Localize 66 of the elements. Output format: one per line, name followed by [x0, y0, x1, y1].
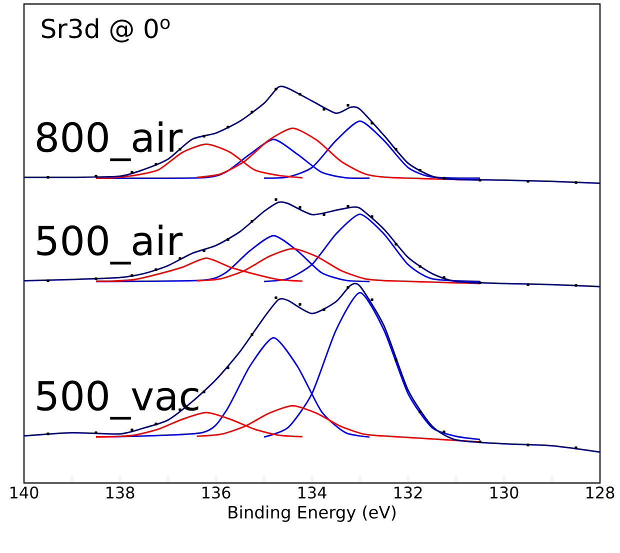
point [478, 178, 482, 182]
point [370, 122, 374, 124]
point [202, 249, 206, 252]
point [322, 108, 326, 111]
point [94, 277, 98, 280]
point [46, 432, 50, 436]
point [370, 215, 374, 218]
point [574, 284, 578, 287]
point [394, 242, 398, 246]
x-tick-label: 134 [298, 486, 326, 499]
point [574, 181, 578, 184]
point [298, 206, 302, 209]
point [94, 431, 98, 434]
point [394, 358, 398, 362]
point [226, 366, 230, 370]
point [94, 174, 98, 178]
x-tick-label: 128 [586, 486, 614, 499]
point [250, 333, 254, 336]
point [154, 422, 158, 426]
point [298, 92, 302, 96]
point [298, 303, 302, 306]
point [442, 276, 446, 279]
point [154, 268, 158, 271]
point [478, 281, 482, 284]
point [394, 148, 398, 151]
point [130, 170, 134, 174]
point [226, 126, 230, 128]
point [322, 308, 326, 311]
point [130, 428, 134, 432]
point [526, 283, 530, 286]
point [442, 176, 446, 180]
point [250, 220, 254, 223]
point [418, 410, 422, 414]
x-axis-title: Binding Energy (eV) [228, 505, 396, 522]
point [346, 204, 350, 208]
point [202, 134, 206, 138]
x-tick-label: 136 [202, 486, 230, 499]
x-tick-label: 140 [10, 486, 38, 499]
point [274, 296, 278, 300]
point [574, 446, 578, 450]
series-label: 500_air [37, 224, 183, 264]
point [154, 163, 158, 166]
series-label: 500_vac [37, 380, 198, 420]
point [418, 265, 422, 268]
point [418, 168, 422, 172]
point [478, 440, 482, 444]
chart-title: Sr3d @ 0$^{o}$ [42, 18, 170, 42]
point [346, 286, 350, 289]
x-tick-label: 130 [490, 486, 518, 499]
point [130, 274, 134, 277]
series-label: 800_air [36, 121, 183, 162]
point [250, 110, 254, 114]
point [46, 176, 50, 179]
point [322, 213, 326, 216]
point [274, 198, 278, 201]
x-tick-label: 138 [106, 486, 134, 499]
point [442, 430, 446, 434]
point [46, 279, 50, 282]
point [274, 88, 278, 90]
point [526, 444, 530, 446]
point [526, 180, 530, 183]
x-tick-label: 132 [394, 486, 422, 499]
point [202, 390, 206, 394]
point [346, 104, 350, 107]
point [370, 298, 374, 301]
point [226, 238, 230, 241]
